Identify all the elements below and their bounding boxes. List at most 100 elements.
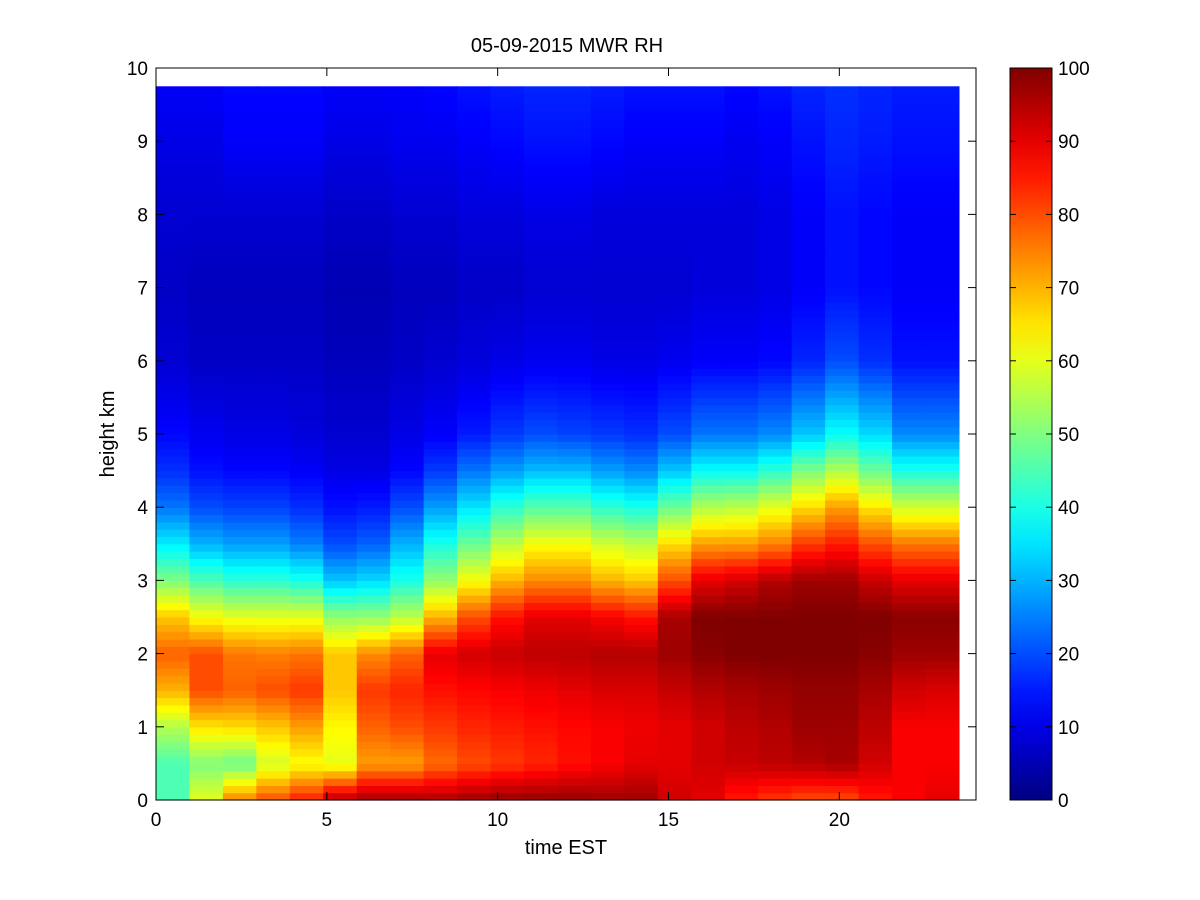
heatmap-cell	[222, 595, 257, 603]
heatmap-cell	[323, 624, 358, 633]
heatmap-cell	[657, 770, 692, 779]
heatmap-cell	[557, 221, 592, 230]
heatmap-cell	[222, 331, 257, 340]
heatmap-cell	[825, 756, 860, 764]
heatmap-cell	[490, 704, 525, 713]
heatmap-cell	[156, 368, 191, 377]
heatmap-cell	[925, 521, 960, 530]
heatmap-cell	[624, 214, 659, 223]
heatmap-cell	[490, 675, 525, 684]
heatmap-cell	[557, 272, 592, 281]
heatmap-cell	[156, 587, 191, 596]
heatmap-cell	[423, 748, 458, 757]
heatmap-cell	[356, 148, 391, 157]
heatmap-cell	[758, 485, 793, 494]
heatmap-cell	[490, 412, 525, 420]
heatmap-cell	[256, 485, 291, 494]
heatmap-cell	[791, 199, 826, 208]
heatmap-cell	[289, 338, 324, 347]
heatmap-cell	[156, 280, 191, 289]
heatmap-cell	[524, 792, 559, 801]
heatmap-cell	[624, 251, 659, 259]
heatmap-cell	[724, 609, 759, 618]
heatmap-cell	[892, 185, 927, 194]
heatmap-cell	[222, 653, 257, 662]
heatmap-cell	[457, 455, 492, 464]
heatmap-cell	[925, 470, 960, 479]
heatmap-cell	[691, 756, 726, 764]
heatmap-cell	[825, 412, 860, 420]
heatmap-cell	[624, 294, 659, 303]
heatmap-cell	[524, 551, 559, 560]
heatmap-cell	[457, 529, 492, 538]
heatmap-cell	[590, 155, 625, 164]
heatmap-cell	[657, 638, 692, 647]
heatmap-cell	[189, 441, 224, 450]
heatmap-cell	[758, 631, 793, 640]
heatmap-cell	[289, 89, 324, 98]
heatmap-cell	[356, 682, 391, 691]
heatmap-cell	[858, 712, 893, 721]
heatmap-cell	[156, 660, 191, 669]
heatmap-cell	[156, 441, 191, 450]
heatmap-cell	[423, 697, 458, 706]
heatmap-cell	[657, 558, 692, 567]
heatmap-cell	[557, 360, 592, 369]
heatmap-cell	[390, 177, 425, 186]
heatmap-cell	[423, 185, 458, 194]
heatmap-cell	[624, 690, 659, 699]
heatmap-cell	[724, 697, 759, 706]
heatmap-cell	[222, 770, 257, 779]
heatmap-cell	[925, 778, 960, 786]
heatmap-cell	[256, 638, 291, 647]
heatmap-cell	[423, 119, 458, 128]
heatmap-cell	[657, 434, 692, 442]
heatmap-cell	[423, 770, 458, 779]
heatmap-cell	[590, 551, 625, 560]
heatmap-cell	[624, 734, 659, 743]
heatmap-cell	[390, 309, 425, 318]
heatmap-cell	[691, 668, 726, 677]
heatmap-cell	[557, 646, 592, 655]
heatmap-cell	[390, 455, 425, 464]
heatmap-cell	[925, 785, 960, 794]
heatmap-cell	[524, 419, 559, 428]
heatmap-cell	[624, 390, 659, 398]
heatmap-cell	[892, 309, 927, 318]
heatmap-cell	[557, 243, 592, 252]
heatmap-cell	[490, 207, 525, 215]
heatmap-cell	[256, 177, 291, 186]
heatmap-cell	[524, 543, 559, 552]
heatmap-cell	[356, 595, 391, 603]
heatmap-cell	[791, 455, 826, 464]
heatmap-cell	[925, 492, 960, 501]
heatmap-cell	[356, 455, 391, 464]
heatmap-cell	[323, 734, 358, 743]
heatmap-cell	[289, 133, 324, 142]
colorbar-tick-label: 90	[1058, 132, 1079, 153]
heatmap-cell	[390, 617, 425, 625]
heatmap-cell	[323, 324, 358, 333]
heatmap-cell	[490, 624, 525, 633]
heatmap-cell	[624, 280, 659, 289]
heatmap-cell	[724, 353, 759, 362]
heatmap-cell	[323, 434, 358, 442]
heatmap-cell	[289, 543, 324, 552]
heatmap-cell	[758, 580, 793, 589]
colorbar-tick-label: 40	[1058, 498, 1079, 519]
heatmap-cell	[925, 646, 960, 655]
heatmap-cell	[624, 624, 659, 633]
heatmap-cell	[657, 690, 692, 699]
heatmap-cell	[323, 573, 358, 581]
heatmap-cell	[289, 712, 324, 721]
heatmap-cell	[457, 631, 492, 640]
heatmap-cell	[423, 756, 458, 764]
heatmap-cell	[390, 631, 425, 640]
heatmap-cell	[758, 595, 793, 603]
heatmap-cell	[323, 404, 358, 413]
heatmap-cell	[892, 141, 927, 150]
heatmap-cell	[925, 653, 960, 662]
heatmap-cell	[423, 324, 458, 333]
heatmap-cell	[356, 324, 391, 333]
heatmap-cell	[758, 324, 793, 333]
